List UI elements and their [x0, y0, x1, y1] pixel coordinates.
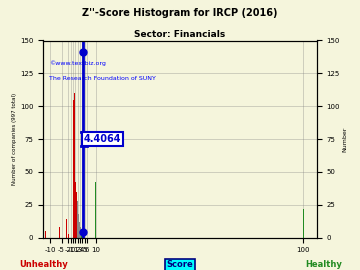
Y-axis label: Number: Number	[343, 126, 348, 152]
Text: ©www.textbiz.org: ©www.textbiz.org	[49, 60, 105, 66]
Bar	[45, 231, 46, 238]
Text: Z''-Score Histogram for IRCP (2016): Z''-Score Histogram for IRCP (2016)	[82, 8, 278, 18]
Text: Healthy: Healthy	[306, 260, 342, 269]
Text: The Research Foundation of SUNY: The Research Foundation of SUNY	[49, 76, 156, 81]
Bar	[73, 100, 74, 238]
Bar	[68, 234, 69, 238]
Bar	[79, 219, 80, 238]
Bar	[75, 183, 76, 238]
Text: Unhealthy: Unhealthy	[19, 260, 68, 269]
Bar	[74, 93, 75, 238]
Bar	[59, 227, 60, 238]
Text: 4.4064: 4.4064	[84, 134, 121, 144]
Text: Score: Score	[167, 260, 193, 269]
Text: Sector: Financials: Sector: Financials	[134, 30, 226, 39]
Bar	[80, 227, 81, 238]
Bar	[77, 201, 78, 238]
Bar	[82, 234, 83, 238]
Bar	[66, 219, 67, 238]
Bar	[78, 214, 79, 238]
Bar	[76, 192, 77, 238]
Bar	[81, 231, 82, 238]
Y-axis label: Number of companies (997 total): Number of companies (997 total)	[12, 93, 17, 185]
